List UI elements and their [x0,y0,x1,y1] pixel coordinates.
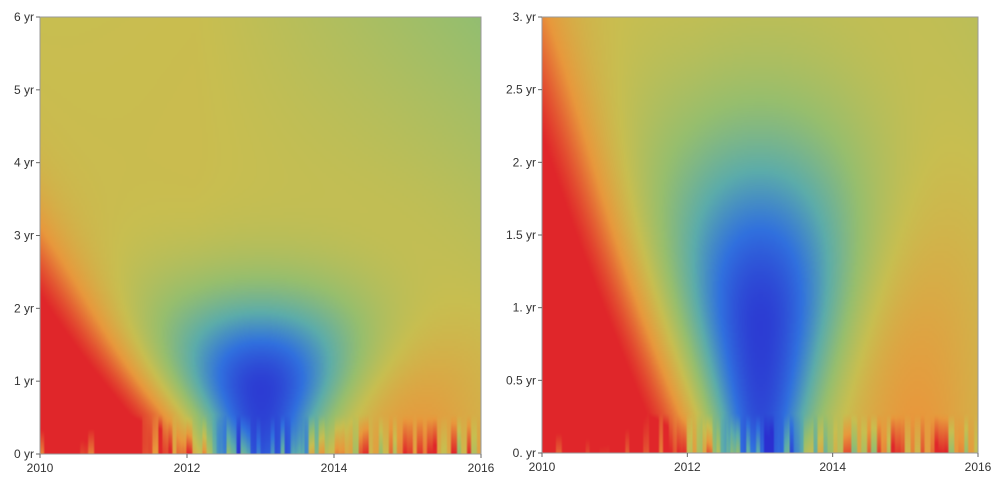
right-chart-x-tick-label: 2012 [674,460,701,474]
left-chart-y-tick-label: 3 yr [14,229,34,243]
right-chart-y-tick-label: 1.5 yr [506,228,536,242]
scalogram-svg-left: 0 yr 1 yr 2 yr 3 yr 4 yr 5 yr 6 yr 2010 2012 2014… [14,10,495,475]
left-chart-y-tick-label: 4 yr [14,156,34,170]
right-chart-y-tick-label: 1. yr [513,301,536,315]
left-chart-x-tick-label: 2010 [27,461,54,475]
right-chart-heatmap-image [542,17,978,453]
left-chart-x-tick-label: 2016 [468,461,495,475]
scalogram-chart-right: 0. yr 0.5 yr 1. yr 1.5 yr 2. yr 2.5 yr 3. yr 20… [500,0,1000,491]
left-chart-x-tick-label: 2012 [174,461,201,475]
left-chart-heatmap-image [40,17,481,454]
left-chart-y-tick-label: 6 yr [14,10,34,24]
scalogram-chart-left: 0 yr 1 yr 2 yr 3 yr 4 yr 5 yr 6 yr 2010 2012 2014… [0,0,498,491]
left-chart-y-tick-label: 0 yr [14,447,34,461]
right-chart-y-tick-label: 2.5 yr [506,83,536,97]
left-chart-y-tick-label: 2 yr [14,301,34,315]
right-chart-y-tick-label: 0. yr [513,446,536,460]
left-chart-x-tick-label: 2014 [321,461,348,475]
right-chart-y-tick-label: 0.5 yr [506,373,536,387]
left-chart-y-tick-label: 5 yr [14,83,34,97]
right-chart-y-tick-label: 2. yr [513,155,536,169]
scalogram-svg-right: 0. yr 0.5 yr 1. yr 1.5 yr 2. yr 2.5 yr 3. yr 20… [506,10,992,474]
right-chart-x-tick-label: 2014 [819,460,846,474]
right-chart-x-tick-label: 2010 [529,460,556,474]
right-chart-y-tick-label: 3. yr [513,10,536,24]
right-chart-x-tick-label: 2016 [965,460,992,474]
left-chart-y-tick-label: 1 yr [14,374,34,388]
